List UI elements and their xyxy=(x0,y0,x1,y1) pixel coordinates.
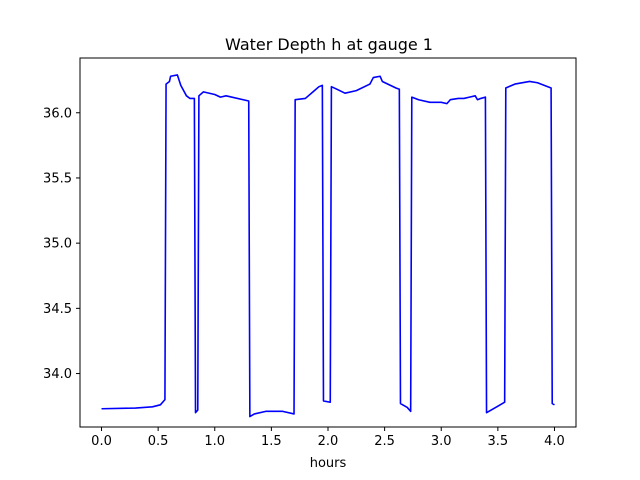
x-axis-label: hours xyxy=(310,456,347,471)
x-tick-label: 0.0 xyxy=(91,434,112,449)
x-axis: 0.0 0.5 1.0 1.5 2.0 2.5 3.0 3.5 4.0 xyxy=(91,427,565,449)
plot-frame xyxy=(79,57,577,428)
x-tick-label: 2.5 xyxy=(374,434,395,449)
chart-title: Water Depth h at gauge 1 xyxy=(225,35,433,54)
y-tick-label: 34.5 xyxy=(43,302,72,317)
y-tick-label: 35.5 xyxy=(43,171,72,186)
x-tick-label: 1.5 xyxy=(261,434,282,449)
y-axis: 34.0 34.5 35.0 35.5 36.0 xyxy=(43,106,80,382)
x-tick-label: 3.0 xyxy=(431,434,452,449)
series-line-0 xyxy=(101,74,555,418)
x-tick-label: 2.0 xyxy=(318,434,339,449)
y-tick-label: 34.0 xyxy=(43,367,72,382)
x-tick-label: 1.0 xyxy=(204,434,225,449)
y-tick-label: 35.0 xyxy=(43,237,72,252)
x-tick-label: 0.5 xyxy=(148,434,169,449)
x-tick-label: 3.5 xyxy=(488,434,509,449)
plot-area xyxy=(101,74,555,418)
y-tick-label: 36.0 xyxy=(43,106,72,121)
x-tick-label: 4.0 xyxy=(544,434,565,449)
